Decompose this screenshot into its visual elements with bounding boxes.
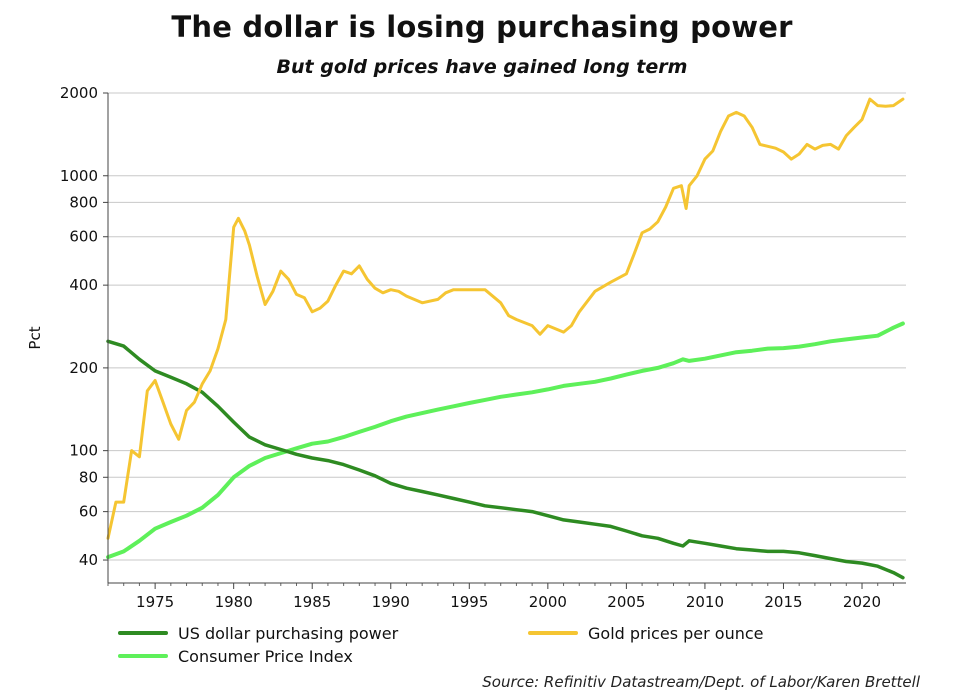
x-tick-label-1980: 1980	[215, 593, 253, 611]
y-tick-label-800: 800	[69, 193, 98, 211]
legend-label-cpi: Consumer Price Index	[178, 646, 353, 666]
x-tick-label-2000: 2000	[529, 593, 567, 611]
legend-swatch-cpi	[118, 654, 168, 658]
legend-item-dollar: US dollar purchasing power	[118, 623, 398, 643]
legend-label-gold: Gold prices per ounce	[588, 623, 764, 643]
legend-swatch-dollar	[118, 631, 168, 635]
series-line-gold-price	[106, 97, 905, 540]
y-tick-label-400: 400	[69, 276, 98, 294]
axes: 40 60 80 100 200 400 600 800 1000 2000 1975 1980 198…	[60, 84, 906, 611]
x-tick-label-1975: 1975	[136, 593, 174, 611]
chart-subtitle: But gold prices have gained long term	[276, 56, 688, 78]
y-axis-label: Pct	[26, 326, 44, 349]
y-tick-label-100: 100	[69, 442, 98, 460]
legend-swatch-gold	[528, 631, 578, 635]
y-tick-label-600: 600	[69, 228, 98, 246]
x-tick-label-1995: 1995	[450, 593, 488, 611]
x-tick-label-2020: 2020	[843, 593, 881, 611]
series-line-dollar-purchasing-power	[106, 339, 905, 580]
chart-title: The dollar is losing purchasing power	[171, 10, 793, 44]
series-lines	[106, 97, 905, 580]
legend-item-cpi: Consumer Price Index	[118, 646, 353, 666]
x-tick-label-1990: 1990	[372, 593, 410, 611]
legend-item-gold: Gold prices per ounce	[528, 623, 764, 643]
x-tick-label-2010: 2010	[686, 593, 724, 611]
series-line-cpi	[106, 321, 905, 560]
x-tick-label-1985: 1985	[293, 593, 331, 611]
x-tick-label-2015: 2015	[764, 593, 802, 611]
source-note: Source: Refinitiv Datastream/Dept. of La…	[482, 673, 920, 691]
y-tick-label-200: 200	[69, 359, 98, 377]
x-tick-label-2005: 2005	[607, 593, 645, 611]
y-tick-label-1000: 1000	[60, 167, 98, 185]
y-tick-label-60: 60	[79, 503, 98, 521]
gridlines	[108, 92, 906, 561]
y-tick-label-2000: 2000	[60, 84, 98, 102]
y-tick-label-40: 40	[79, 551, 98, 569]
legend-label-dollar: US dollar purchasing power	[178, 623, 399, 643]
y-tick-label-80: 80	[79, 468, 98, 486]
